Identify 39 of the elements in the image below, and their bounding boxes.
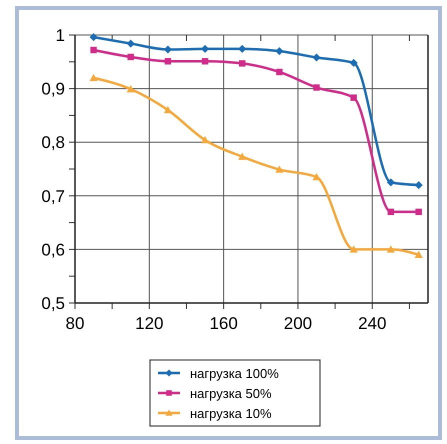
x-tick-label: 160 [209,314,238,333]
point [350,245,358,253]
point [416,208,422,216]
point [126,85,135,92]
point [275,166,284,173]
point [350,94,357,101]
y-tick-label: 0,6 [41,240,65,260]
point [350,58,358,67]
x-tick-label: 240 [358,314,386,333]
y-tick-label: 0,8 [41,133,65,152]
y-tick-label: 1 [56,26,65,45]
point [414,250,423,258]
y-tick-label: 0,9 [41,80,65,99]
x-tick-label: 120 [135,314,164,333]
point [238,152,246,160]
point [238,44,246,53]
y-tick-label: 0,7 [41,186,65,206]
legend-label: нагрузка 50% [190,386,272,401]
point [126,40,135,48]
point [90,33,98,42]
point [275,47,284,56]
point [388,208,394,216]
y-tick-label: 0,5 [41,294,65,313]
point [414,181,423,190]
point [164,58,172,64]
point [202,58,208,64]
legend-label: нагрузка 10% [190,406,272,421]
x-tick-label: 80 [66,314,84,333]
point [201,136,210,144]
point [90,46,97,54]
point [276,68,283,76]
x-tick-label: 200 [284,314,312,333]
point [312,54,321,62]
point [386,245,395,253]
legend-label: нагрузка 100% [190,366,280,381]
point [239,60,246,67]
point [128,54,134,60]
point [386,178,395,186]
point [90,74,98,82]
